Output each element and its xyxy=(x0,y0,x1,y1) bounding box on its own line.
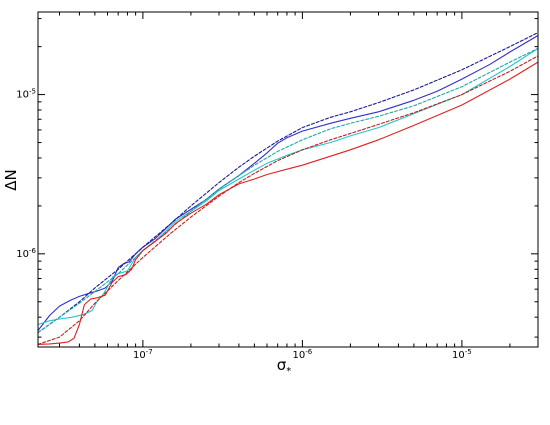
tick-layer xyxy=(38,12,539,347)
x-axis-title-subscript: * xyxy=(286,366,291,377)
x-tick-label: 10-7 xyxy=(133,348,153,361)
x-tick-label: 10-6 xyxy=(293,348,313,361)
series-layer xyxy=(37,32,539,345)
tick-label-layer: 10-7 10-6 10-5 10-6 10-5 xyxy=(16,88,471,361)
x-axis-title: σ* xyxy=(277,356,292,377)
x-axis-title-main: σ xyxy=(277,356,287,374)
x-tick-label: 10-5 xyxy=(452,348,472,361)
y-tick-label: 10-5 xyxy=(16,88,36,101)
series-line-5-solid xyxy=(37,61,539,345)
series-line-4-dashed xyxy=(37,47,539,334)
plot-frame xyxy=(37,11,539,348)
series-line-2-dashed xyxy=(37,32,539,334)
series-line-3-solid xyxy=(37,47,539,326)
y-tick-label: 10-6 xyxy=(16,247,36,260)
series-line-6-dashed xyxy=(37,55,539,345)
y-axis-title: ΔN xyxy=(2,169,20,190)
